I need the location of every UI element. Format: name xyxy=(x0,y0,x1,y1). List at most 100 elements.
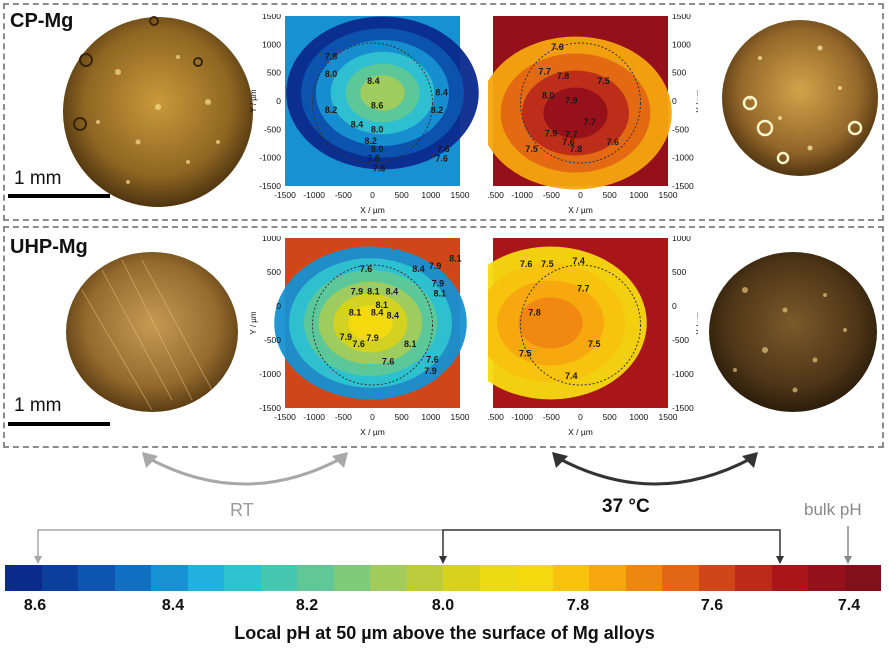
colorbar-swatch xyxy=(406,565,443,591)
x-tick-label: -1500 xyxy=(488,412,504,422)
contour-label: 7.9 xyxy=(565,95,578,105)
y-tick-label: -1500 xyxy=(672,181,694,191)
contour-label: 8.4 xyxy=(412,264,425,274)
y-tick-label: -500 xyxy=(264,335,281,345)
y-tick-label: 0 xyxy=(276,96,281,106)
sample-outline xyxy=(520,264,641,386)
y-tick-label: 0 xyxy=(672,301,677,311)
x-tick-label: -1000 xyxy=(511,412,533,422)
y-tick-label: 1000 xyxy=(262,236,281,243)
cp-mg-scale-bar-label: 1 mm xyxy=(14,168,62,189)
cp-mg-label: CP-Mg xyxy=(10,10,74,32)
range-brackets xyxy=(34,526,852,564)
x-axis-label: X / µm xyxy=(360,205,385,215)
contour-label: 7.8 xyxy=(528,308,541,318)
contour-label: 7.5 xyxy=(519,349,532,359)
colorbar-swatch xyxy=(370,565,407,591)
contour-label: 7.5 xyxy=(588,339,601,349)
y-tick-label: 500 xyxy=(672,68,686,78)
contour-label: 7.9 xyxy=(366,333,379,343)
x-tick-label: -1500 xyxy=(488,190,504,200)
y-tick-label: -1000 xyxy=(259,369,281,379)
colorbar-swatch xyxy=(808,565,845,591)
uhp-mg-sample-micrograph-rt xyxy=(66,252,238,412)
rt-double-arrow xyxy=(142,452,348,486)
contour-label: 7.9 xyxy=(340,332,353,342)
y-tick-label: 1500 xyxy=(262,14,281,21)
contour-label: 7.6 xyxy=(562,137,575,147)
contour-label: 7.8 xyxy=(367,154,380,164)
contour-label: 7.4 xyxy=(565,371,578,381)
ph-contour-band xyxy=(543,87,608,139)
colorbar-swatch xyxy=(187,565,224,591)
colorbar-tick-8-6: 8.6 xyxy=(23,597,47,614)
contour-label: 7.7 xyxy=(583,117,596,127)
cp-mg-sample-micrograph-37c xyxy=(722,20,878,176)
37c-label: 37 °C xyxy=(602,496,650,517)
x-tick-label: 1500 xyxy=(451,190,470,200)
y-tick-label: 0 xyxy=(672,96,677,106)
contour-label: 7.4 xyxy=(572,256,585,266)
contour-label: 8.0 xyxy=(325,69,338,79)
bulk-ph-label: bulk pH xyxy=(804,500,862,519)
x-tick-label: -1000 xyxy=(303,412,325,422)
y-axis-label: Y / µm xyxy=(695,311,698,334)
ph-contour-band xyxy=(518,297,583,349)
contour-label: 7.9 xyxy=(351,286,364,296)
x-tick-label: -1500 xyxy=(274,190,296,200)
x-tick-label: -500 xyxy=(543,190,560,200)
colorbar-swatch xyxy=(589,565,626,591)
contour-label: 7.9 xyxy=(424,366,437,376)
sample-outline xyxy=(312,42,433,164)
contour-label: 8.0 xyxy=(371,144,384,154)
x-tick-label: -500 xyxy=(543,412,560,422)
contour-label: 7.6 xyxy=(435,154,448,164)
contour-label: 7.6 xyxy=(426,354,439,364)
contour-label: 7.8 xyxy=(570,144,583,154)
contour-label: 7.6 xyxy=(360,264,373,274)
colorbar-tick-7-6: 7.6 xyxy=(700,597,724,614)
contour-label: 7.8 xyxy=(373,163,386,173)
x-tick-label: 0 xyxy=(578,190,583,200)
y-tick-label: 500 xyxy=(672,267,686,277)
contour-label: 7.5 xyxy=(541,259,554,269)
colorbar-swatch xyxy=(78,565,115,591)
colorbar-swatch xyxy=(844,565,881,591)
y-tick-label: 1000 xyxy=(262,39,281,49)
contour-label: 8.1 xyxy=(349,308,362,318)
x-tick-label: 1500 xyxy=(659,190,678,200)
colorbar-swatch xyxy=(224,565,261,591)
contour-label: 7.6 xyxy=(606,137,619,147)
contour-label: 8.1 xyxy=(449,253,462,263)
y-tick-label: -1000 xyxy=(672,153,694,163)
contour-label: 8.4 xyxy=(435,88,448,98)
colorbar-swatch xyxy=(625,565,662,591)
y-tick-label: -1500 xyxy=(672,403,694,413)
ph-colorbar xyxy=(5,565,881,591)
contour-label: 7.9 xyxy=(545,128,558,138)
colorbar-tick-8-4: 8.4 xyxy=(161,597,185,614)
colorbar-tick-8-2: 8.2 xyxy=(295,597,319,614)
y-tick-label: -500 xyxy=(264,124,281,134)
x-tick-label: -500 xyxy=(335,412,352,422)
x-tick-label: 0 xyxy=(370,190,375,200)
contour-label: 8.0 xyxy=(542,91,555,101)
x-tick-label: -1500 xyxy=(274,412,296,422)
x-tick-label: 0 xyxy=(578,412,583,422)
sample-outline xyxy=(520,42,641,164)
y-tick-label: 500 xyxy=(267,68,281,78)
x-tick-label: -1000 xyxy=(303,190,325,200)
colorbar-swatch xyxy=(333,565,370,591)
colorbar-tick-7-8: 7.8 xyxy=(566,597,590,614)
contour-label: 8.1 xyxy=(433,288,446,298)
colorbar-swatch xyxy=(260,565,297,591)
colorbar-caption: Local pH at 50 µm above the surface of M… xyxy=(234,623,655,643)
contour-label: 7.6 xyxy=(352,339,365,349)
contour-label: 8.0 xyxy=(371,125,384,135)
contour-label: 7.6 xyxy=(437,144,450,154)
ph-map-svg: 8.18.47.67.9 8.1 8.48.18.48.1 8.47.97.67.97… xyxy=(249,233,470,437)
x-tick-label: 1000 xyxy=(629,190,648,200)
uhp-mg-scale-bar-label: 1 mm xyxy=(14,395,62,416)
x-tick-label: 0 xyxy=(370,412,375,422)
x-tick-label: 500 xyxy=(395,190,409,200)
